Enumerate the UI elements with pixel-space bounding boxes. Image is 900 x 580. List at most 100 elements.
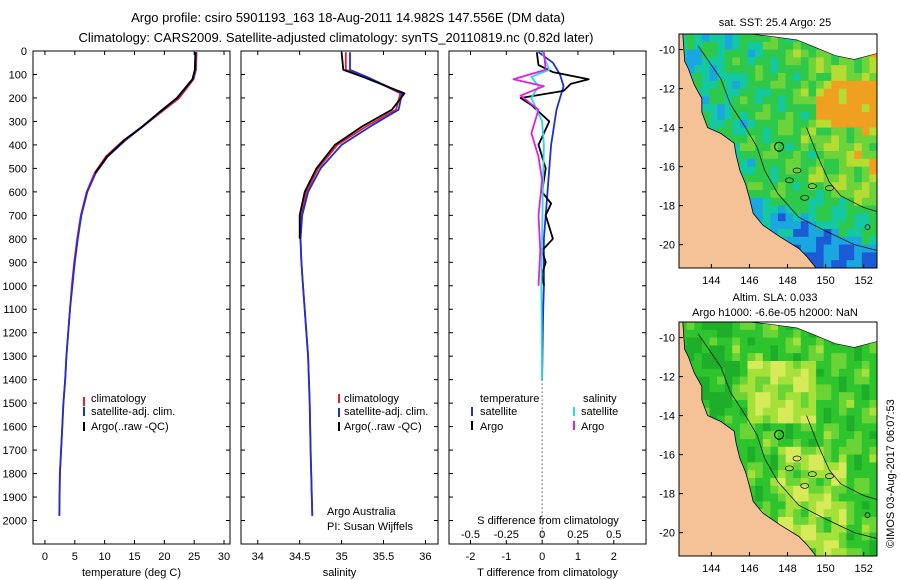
map-cell [747, 446, 756, 456]
map-cell [770, 501, 779, 510]
map-cell [732, 143, 741, 152]
map-cell [831, 517, 840, 526]
map-cell [816, 166, 825, 175]
map-y-tick-label: -20 [659, 528, 675, 540]
map-cell [838, 509, 848, 518]
map-cell [846, 213, 855, 222]
map-cell [838, 478, 848, 487]
map-cell [739, 415, 749, 424]
reef-outline [785, 177, 794, 184]
map-cell [732, 80, 741, 90]
map-cell [854, 353, 863, 362]
map-cell [861, 392, 870, 401]
map-cell [800, 244, 809, 253]
map-cell [770, 322, 779, 331]
map-cell [732, 384, 741, 393]
map-cell [823, 260, 832, 268]
map-cell [770, 119, 779, 129]
map-cell [747, 80, 756, 90]
map-cell [869, 143, 877, 152]
y-tick-label: 1600 [3, 422, 27, 434]
map-cell [831, 493, 840, 502]
map-cell [846, 88, 855, 97]
map-cell [808, 478, 817, 487]
map-cell [785, 112, 794, 121]
map-cell [755, 415, 764, 424]
reef-outline [800, 482, 810, 489]
map-cell [800, 470, 809, 479]
map-cell [846, 119, 855, 129]
map-cell [739, 322, 749, 331]
map-cell [694, 322, 703, 331]
map-cell [854, 229, 863, 238]
map-cell [739, 49, 749, 58]
map-cell [709, 329, 718, 339]
map-cell [793, 478, 802, 487]
map-cell [709, 361, 718, 370]
map-cell [739, 104, 749, 113]
map-cell [861, 524, 870, 534]
map-cell [793, 236, 802, 246]
map-cell [823, 182, 832, 191]
map-cell [732, 88, 741, 97]
map-cell [785, 119, 794, 129]
map-cell [709, 80, 718, 90]
map-cell [846, 524, 855, 534]
map-content [679, 34, 877, 268]
map-cell [869, 65, 877, 74]
map-cell [816, 415, 825, 424]
map-cell [854, 368, 863, 378]
map-cell [694, 80, 703, 90]
map-cell [793, 446, 802, 456]
map-cell [831, 166, 840, 175]
map-cell [793, 384, 802, 393]
map-cell [732, 112, 741, 121]
map-cell [770, 88, 779, 97]
map-cell [701, 361, 710, 370]
map-cell [770, 392, 779, 401]
map-cell [785, 353, 794, 362]
map-cell [755, 197, 764, 207]
map-cell [686, 353, 695, 362]
map-cell [800, 104, 809, 113]
map-cell [816, 368, 825, 378]
map-cell [739, 96, 749, 105]
map-cell [778, 143, 787, 152]
map-cell [724, 337, 733, 346]
x-tick-label: 0 [539, 551, 545, 563]
map-cell [778, 174, 787, 183]
map-cell [778, 501, 787, 510]
map-cell [869, 439, 877, 448]
map-cell [747, 41, 756, 51]
map-cell [739, 34, 749, 43]
map-cell [800, 509, 809, 518]
map-cell [831, 151, 840, 160]
map-cell [800, 49, 809, 58]
map-cell [762, 190, 771, 199]
map-cell [747, 158, 756, 168]
map-cell [747, 376, 756, 385]
map-cell [755, 127, 764, 136]
map-cell [838, 104, 848, 113]
map-cell [717, 119, 726, 129]
map-cell [762, 57, 771, 66]
map-cell [800, 205, 809, 214]
map-cell [861, 423, 870, 432]
map-cell [770, 34, 779, 43]
map-cell [808, 470, 817, 479]
map-cell [724, 49, 733, 58]
map-cell [770, 407, 779, 417]
map-cell [816, 57, 825, 66]
depth-contour [697, 333, 877, 539]
map-cell [732, 353, 741, 362]
map-cell [739, 174, 749, 183]
map-cell [846, 384, 855, 393]
map-cell [838, 151, 848, 160]
map-cell [838, 493, 848, 502]
map-cell [808, 446, 817, 456]
map-cell [838, 73, 848, 82]
map-cell [762, 151, 771, 160]
map-cell [808, 119, 817, 129]
map-cell [861, 462, 870, 471]
legend-label-climatology: climatology [91, 393, 147, 405]
